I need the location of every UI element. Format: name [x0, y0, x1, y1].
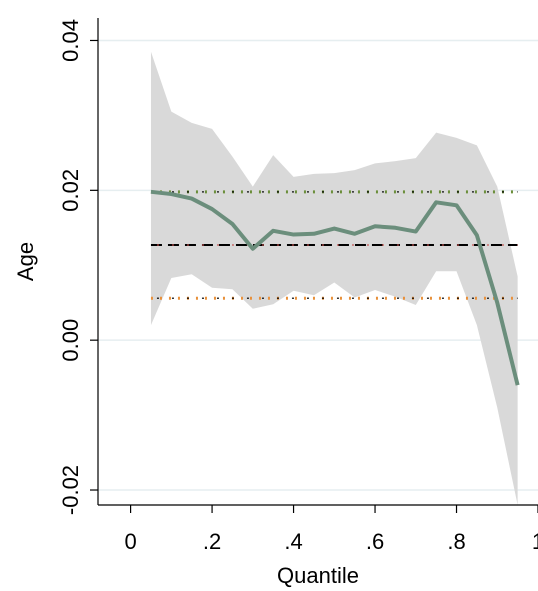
- series-line-0: [150, 189, 520, 386]
- y-tick-label-0: -0.02: [58, 465, 83, 515]
- x-tick-label-4: .8: [447, 529, 465, 554]
- x-tick-label-3: .6: [366, 529, 384, 554]
- reference-lines: [150, 190, 518, 300]
- x-axis-title: Quantile: [277, 563, 359, 588]
- confidence-band-layer: [150, 51, 518, 505]
- y-tick-label-1: 0.00: [58, 319, 83, 362]
- x-tick-label-1: .2: [203, 529, 221, 554]
- x-tick-label-5: 1: [532, 529, 538, 554]
- series-lines: [150, 189, 520, 386]
- y-axis-title: Age: [13, 242, 38, 281]
- y-tick-label-2: 0.02: [58, 169, 83, 212]
- axes: [90, 18, 538, 513]
- confidence-band: [150, 51, 518, 505]
- tick-labels: -0.02 0.00 0.02 0.04 0 .2 .4 .6 .8 1: [58, 19, 538, 554]
- x-tick-label-0: 0: [124, 529, 136, 554]
- y-tick-label-3: 0.04: [58, 19, 83, 62]
- x-tick-label-2: .4: [284, 529, 302, 554]
